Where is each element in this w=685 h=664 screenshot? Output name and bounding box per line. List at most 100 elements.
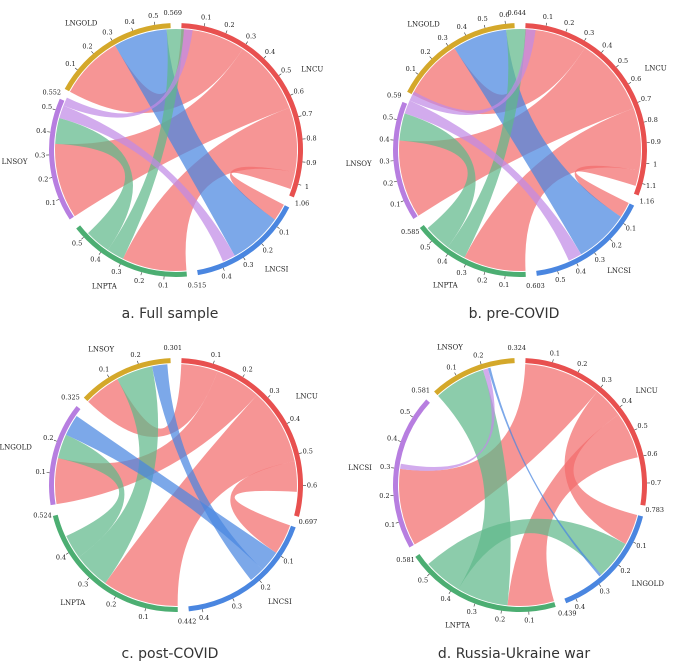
tick-label: 0.4	[387, 434, 397, 442]
tick-label: 0.4	[602, 42, 612, 50]
tick-mark	[137, 360, 139, 364]
tick-label: 0.3	[379, 157, 389, 165]
sector-end-label: 0.442	[178, 618, 197, 626]
tick-mark	[53, 439, 57, 442]
tick-label: 0.7	[651, 479, 661, 487]
sector-name-lnpta: LNPTA	[92, 283, 118, 291]
tick-mark	[643, 454, 647, 457]
tick-label: 0.1	[543, 13, 553, 21]
ribbons	[399, 364, 638, 606]
tick-label: 0.2	[477, 277, 487, 285]
sector-name-lncu: LNCU	[636, 387, 658, 395]
tick-mark	[290, 93, 294, 96]
panel-caption-full-sample: a. Full sample	[122, 306, 219, 322]
tick-label: 0.4	[290, 415, 300, 423]
tick-label: 0.3	[246, 33, 256, 41]
tick-label: 0.3	[102, 29, 112, 37]
sector-arc-lnpta	[76, 225, 187, 277]
sector-lncu: 0.1 0.2 0.3 0.4 0.5 0.6 0.7 0.783 LNCU	[525, 350, 664, 514]
ribbons	[399, 29, 641, 272]
ribbon-lncu-lnpta	[464, 108, 641, 272]
tick-mark	[427, 573, 430, 577]
tick-mark	[637, 100, 641, 103]
sector-arc-lnpta	[52, 514, 178, 612]
tick-mark	[397, 440, 401, 442]
tick-label: 0.1	[385, 521, 395, 529]
sector-name-lnpta: LNPTA	[60, 599, 86, 607]
sector-name-lngold: LNGOLD	[632, 580, 665, 588]
tick-mark	[473, 603, 476, 607]
tick-mark	[479, 361, 482, 365]
tick-mark	[415, 72, 419, 75]
tick-mark	[213, 360, 215, 364]
tick-label: 0.3	[584, 29, 594, 37]
tick-label: 0.2	[242, 365, 252, 373]
tick-label: 0.7	[641, 95, 651, 103]
tick-mark	[557, 271, 559, 275]
ribbon-lncu-lncsi	[230, 166, 295, 220]
panel-caption-russia-ukraine-war: d. Russia-Ukraine war	[438, 646, 590, 662]
tick-label: 0.4	[124, 18, 134, 26]
sector-name-lngold: LNGOLD	[0, 443, 32, 451]
sector-name-lnpta: LNPTA	[433, 281, 459, 289]
sector-lnpta: 0.1 0.2 0.3 0.4 0.5 0.581 LNPTA	[396, 554, 556, 629]
sector-lncu: 0.1 0.2 0.3 0.4 0.5 0.6 0.697 LNCU	[181, 351, 318, 526]
ribbon-lncsi-lnsoy	[152, 364, 263, 580]
tick-mark	[298, 115, 302, 117]
tick-mark	[232, 598, 235, 602]
tick-label: 0.3	[456, 269, 466, 277]
tick-label: 0.1	[499, 281, 509, 289]
tick-label: 0.7	[302, 110, 312, 118]
tick-mark	[633, 541, 637, 544]
tick-label: 1.1	[646, 182, 656, 190]
tick-mark	[98, 252, 102, 255]
tick-label: 0.3	[232, 603, 242, 611]
sector-lngold: 0.1 0.2 0.325 LNGOLD	[0, 394, 81, 506]
tick-label: 0.1	[211, 351, 221, 359]
ribbon-lnsoy-lncsi	[404, 100, 582, 261]
ribbon-lnpta-lnsoy	[55, 118, 133, 251]
tick-label: 0.2	[379, 492, 389, 500]
sector-lncu: 0.1 0.2 0.3 0.4 0.5 0.6 0.7 0.8 0.9 1 1.1 1.16 LNCU	[525, 13, 667, 206]
sector-arc-lnpta	[415, 554, 556, 612]
tick-mark	[298, 184, 302, 186]
sector-arc-lnsoy	[393, 101, 418, 219]
chord-panel-post-covid: 0.10.20.30.40.50.60.697LNCU0.10.20.30.40…	[0, 344, 318, 626]
tick-label: 0.2	[473, 352, 483, 360]
tick-label: 0.6	[647, 450, 657, 458]
ribbon-lnpta-lnsoy	[399, 113, 476, 248]
tick-label: 0.5	[418, 576, 428, 584]
tick-mark	[91, 51, 94, 54]
tick-label: 0.1	[35, 468, 45, 476]
ribbon-lnpta-lngold	[428, 518, 626, 590]
tick-mark	[575, 598, 578, 602]
tick-mark	[107, 374, 110, 378]
tick-mark	[454, 372, 457, 376]
tick-label: 0.9	[651, 138, 661, 146]
sector-end-label: 0.585	[401, 228, 420, 236]
tick-mark	[261, 243, 264, 247]
tick-label: 0.3	[380, 463, 390, 471]
tick-label: 0.5	[637, 422, 647, 430]
sector-end-label: 0.59	[387, 92, 401, 100]
chord-panel-russia-ukraine-war: 0.10.20.30.40.50.60.70.783LNCU0.10.20.30…	[348, 343, 664, 629]
tick-mark	[400, 200, 404, 203]
tick-label: 0.5	[148, 12, 158, 20]
sector-lnsoy: 0.1 0.2 0.3 0.4 0.5 0.59 LNSOY	[346, 92, 418, 219]
sector-end-label: 0.581	[411, 387, 430, 395]
tick-label: 0.3	[78, 580, 88, 588]
tick-label: 0.4	[90, 256, 100, 264]
sector-name-lnsoy: LNSOY	[437, 343, 463, 351]
sector-lnsoy: 0.1 0.2 0.3 0.4 0.5 0.552 LNSOY	[2, 88, 74, 220]
tick-label: 0.3	[35, 151, 45, 159]
sector-lnpta: 0.1 0.2 0.3 0.4 0.50.585 LNPTA	[401, 224, 526, 289]
sector-end-label: 0.301	[163, 344, 182, 352]
tick-label: 0.2	[130, 351, 140, 359]
ribbon-lncu-lngold	[69, 29, 243, 114]
sector-end-label: 0.325	[61, 394, 80, 402]
tick-label: 0.2	[82, 43, 92, 51]
tick-mark	[616, 64, 619, 68]
tick-label: 0.5	[555, 276, 565, 284]
tick-label: 0.2	[263, 246, 273, 254]
